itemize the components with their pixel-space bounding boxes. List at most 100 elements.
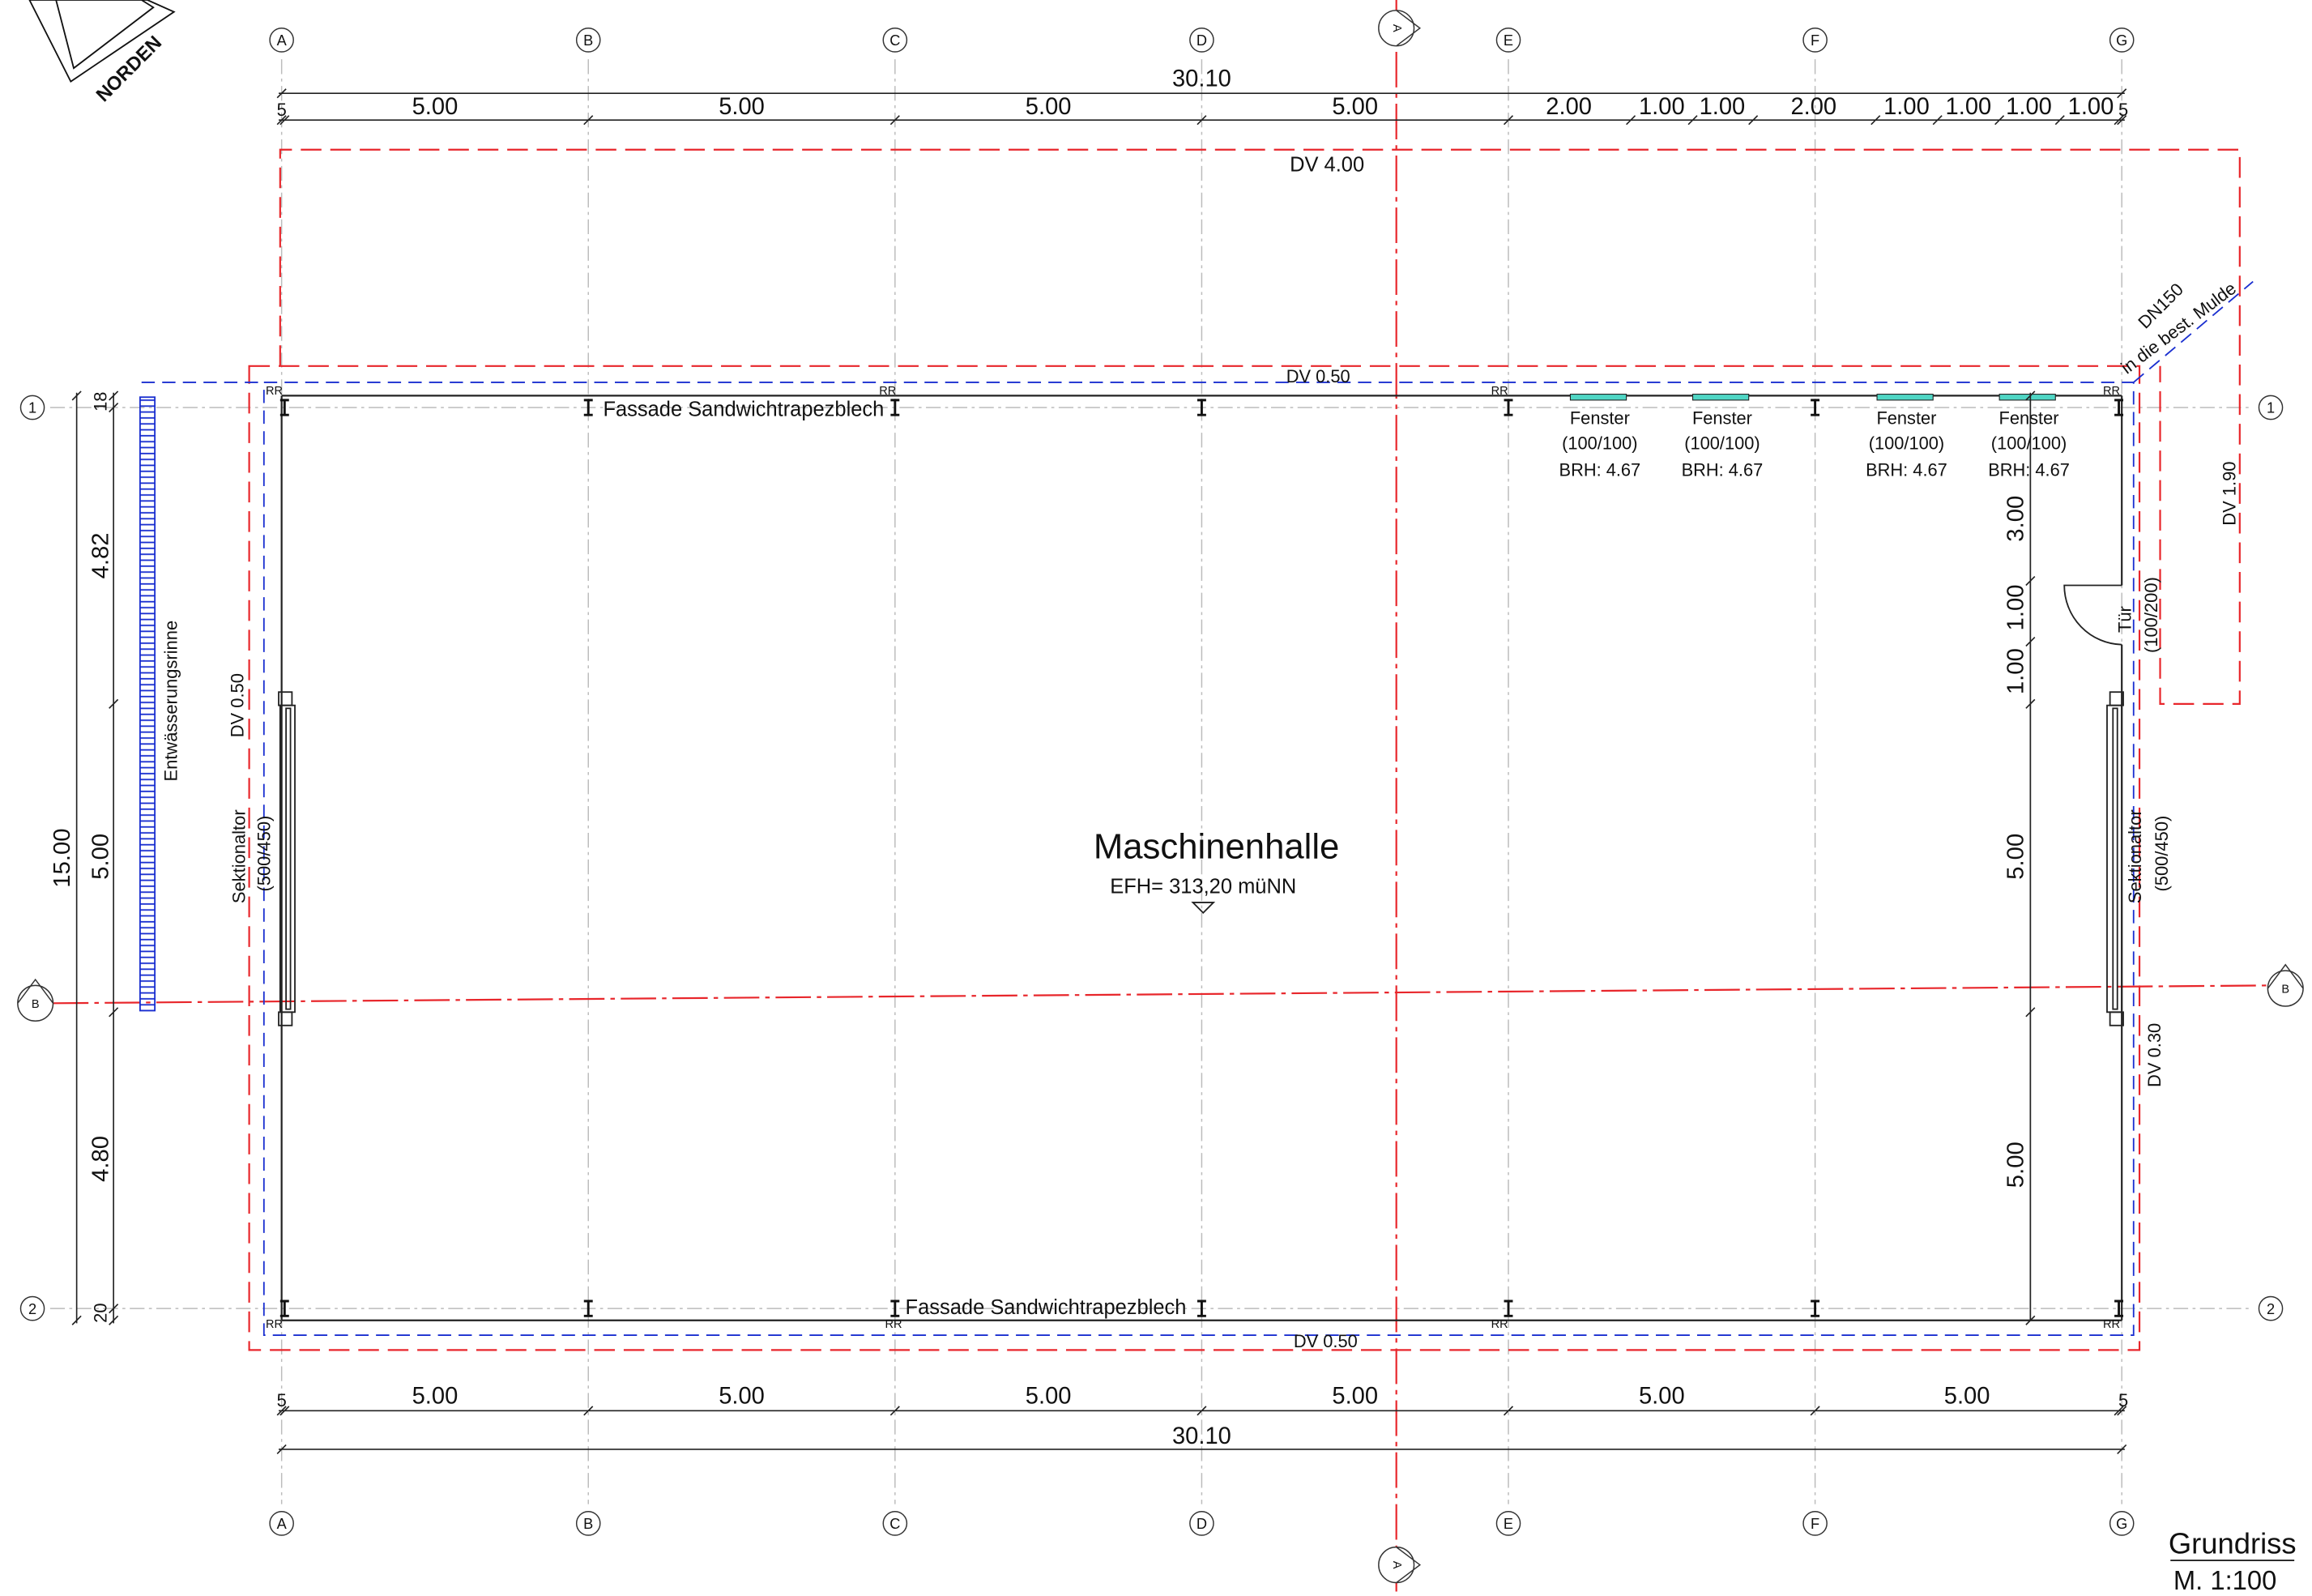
downpipe-label: RR <box>1491 1318 1508 1331</box>
dim-text: 5.00 <box>87 834 113 880</box>
grid-bubble <box>2109 28 2135 53</box>
section-arrow <box>2267 963 2304 989</box>
dim-text: 5.00 <box>2003 1142 2029 1188</box>
dim-tick <box>2114 1406 2124 1416</box>
dim-text: 1.00 <box>2006 94 2052 120</box>
dim-text: 5 <box>2118 100 2128 120</box>
section-arrow <box>17 978 54 1004</box>
window-label: Fenster <box>1692 408 1752 428</box>
window-sill: BRH: 4.67 <box>1988 459 2070 480</box>
dim-total: 15.00 <box>49 828 75 887</box>
window-size: (100/100) <box>1684 433 1760 453</box>
dim-tick <box>279 1406 290 1416</box>
column <box>1811 399 1820 416</box>
downpipe-label: RR <box>885 1318 902 1331</box>
dim-tick <box>2025 636 2036 647</box>
section-lines <box>53 0 2268 1596</box>
dim-text: 2.00 <box>1790 94 1836 120</box>
column <box>1811 1299 1820 1317</box>
section-label: B <box>2281 984 2289 996</box>
grid-label: A <box>277 1515 288 1532</box>
dim-tick <box>583 1406 594 1416</box>
grid-label: E <box>1504 1515 1513 1532</box>
column <box>1197 1299 1206 1317</box>
annotation: DV 1.90 <box>2220 461 2240 525</box>
annotation: DV 0.30 <box>2144 1023 2165 1087</box>
dim-text: 5.00 <box>412 94 459 120</box>
dim-tick <box>1748 115 1759 126</box>
gate-label: Sektionaltor <box>2125 809 2145 903</box>
dim-tick <box>1197 1406 1207 1416</box>
door-label: Tür <box>2114 606 2135 633</box>
window-label: Fenster <box>1570 408 1630 428</box>
column <box>1504 399 1513 416</box>
annotation: DV 0.50 <box>1294 1331 1358 1351</box>
grid-bubble <box>1495 1511 1521 1536</box>
dim-tick <box>2025 1007 2036 1018</box>
column <box>279 1299 289 1317</box>
grid-bubble <box>19 395 45 420</box>
section-label: A <box>1390 24 1403 32</box>
drainage-line <box>141 280 2254 1336</box>
dim-tick <box>1503 1406 1514 1416</box>
dim-tick <box>109 1315 119 1325</box>
column <box>890 1299 900 1317</box>
dim-tick <box>1197 115 1207 126</box>
dim-tick <box>109 698 119 709</box>
title: Grundriss <box>2169 1526 2297 1560</box>
dim-text: 1.00 <box>2003 584 2029 630</box>
dim-text: 5.00 <box>412 1384 459 1410</box>
grid-label: F <box>1811 32 1819 49</box>
dim-text: 5.00 <box>1639 1384 1685 1410</box>
grid-bubble <box>19 1295 45 1321</box>
dim-tick <box>276 88 287 99</box>
grid-bubble <box>575 28 601 53</box>
dim-tick <box>1932 115 1943 126</box>
gate <box>2106 691 2124 1026</box>
gate-size: (500/450) <box>254 816 274 892</box>
window-label: Fenster <box>1999 408 2059 428</box>
room-name: Maschinenhalle <box>1094 827 1339 867</box>
dim-tick <box>2025 390 2036 401</box>
dim-text: 4.80 <box>87 1136 113 1182</box>
labels: A A B B C C D D E E F F G G 1 1 2 2 A A B B 30.10 5 5.00 5.00 5.00… <box>17 10 2304 1595</box>
grid-label: G <box>2116 1515 2127 1532</box>
grid-bubble <box>575 1511 601 1536</box>
dim-text: 18 <box>90 391 110 411</box>
grid-bubble <box>1495 28 1521 53</box>
dim-tick <box>276 1406 287 1416</box>
dim-tick <box>2117 1406 2127 1416</box>
window-size: (100/100) <box>1562 433 1637 453</box>
grid-label: 1 <box>28 399 36 416</box>
dim-tick <box>2117 1444 2127 1454</box>
dim-text: 2.00 <box>1546 94 1592 120</box>
grid-label: C <box>889 1515 900 1532</box>
grid-bubble <box>882 28 908 53</box>
dim-text: 1.00 <box>1700 94 1746 120</box>
dim-text: 5.00 <box>1026 1384 1072 1410</box>
dim-tick <box>1994 115 2005 126</box>
dim-text: 5 <box>2118 1390 2128 1410</box>
level-marker <box>1191 902 1216 915</box>
drawing <box>28 0 2295 1596</box>
column <box>583 1299 593 1317</box>
dim-text: 1.00 <box>2003 648 2029 694</box>
grid-label: 2 <box>2267 1300 2275 1317</box>
dim-text: 5 <box>277 100 287 120</box>
grid-bubble <box>882 1511 908 1536</box>
facade-label: Fassade Sandwichtrapezblech <box>906 1296 1187 1319</box>
dim-text: 5.00 <box>1332 94 1378 120</box>
north-arrow <box>28 0 176 83</box>
downpipe-label: RR <box>2103 385 2120 398</box>
dim-tick <box>889 1406 900 1416</box>
dim-text: 4.82 <box>87 532 113 578</box>
dim-tick <box>889 115 900 126</box>
grid-bubble <box>1189 28 1214 53</box>
gate-size: (500/450) <box>2152 816 2172 892</box>
column <box>1504 1299 1513 1317</box>
grid-bubble <box>2258 395 2284 420</box>
grid-label: D <box>1197 32 1207 49</box>
annotation: DV 0.50 <box>1286 366 1350 386</box>
window-sill: BRH: 4.67 <box>1559 459 1641 480</box>
